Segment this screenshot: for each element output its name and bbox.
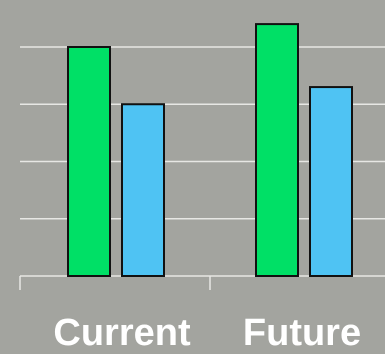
- x-axis: [19, 275, 385, 290]
- bar-future-series-2: [309, 86, 353, 277]
- bars: [67, 23, 353, 277]
- bar-future-series-1: [255, 23, 299, 277]
- bar-current-series-1: [67, 46, 111, 277]
- category-labels: Current Future: [53, 312, 361, 354]
- bar-current-series-2: [121, 103, 165, 277]
- category-label-future: Future: [243, 312, 361, 354]
- category-label-current: Current: [53, 312, 191, 354]
